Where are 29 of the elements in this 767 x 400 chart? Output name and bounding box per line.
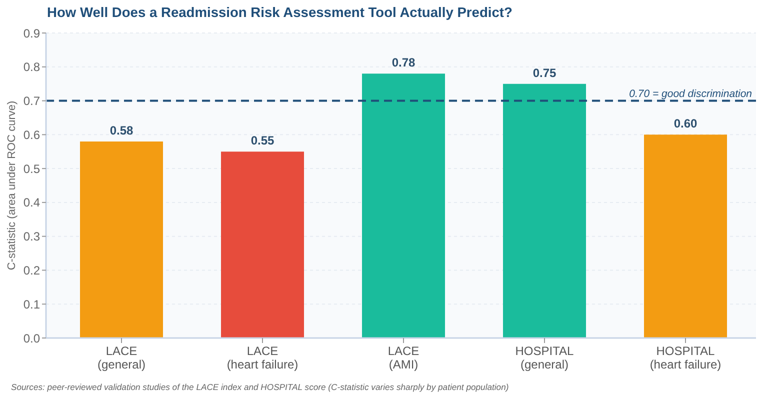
- bar: [221, 152, 304, 338]
- bar: [80, 141, 163, 338]
- chart-title: How Well Does a Readmission Risk Assessment Tool Actually Predict?: [47, 5, 512, 20]
- y-tick-label: 0.6: [23, 128, 40, 142]
- bar: [644, 134, 727, 338]
- x-tick-label: HOSPITAL (general): [515, 344, 574, 372]
- data-label: 0.78: [392, 56, 416, 70]
- y-tick-label: 0.4: [23, 196, 40, 210]
- x-tick-label: LACE (heart failure): [226, 344, 298, 372]
- data-label: 0.55: [250, 134, 274, 148]
- y-tick-label: 0.0: [23, 331, 40, 346]
- y-tick-label: 0.2: [23, 263, 40, 278]
- bar: [362, 74, 445, 338]
- x-tick-label: HOSPITAL (heart failure): [650, 344, 722, 372]
- bar: [503, 84, 586, 338]
- y-tick-label: 0.5: [23, 162, 40, 176]
- y-axis-title: C-statistic (area under ROC curve): [6, 100, 18, 270]
- source-note: Sources: peer-reviewed validation studies of the LACE index and HOSPITAL score (C-statistic varies sharply by patient population): [11, 382, 509, 392]
- data-label: 0.60: [674, 116, 698, 131]
- x-tick-label: LACE (general): [97, 344, 146, 372]
- data-label: 0.75: [532, 66, 556, 80]
- y-tick-label: 0.3: [23, 230, 40, 244]
- y-tick-label: 0.9: [23, 26, 40, 40]
- y-tick-label: 0.8: [23, 60, 40, 74]
- ref-line-label: 0.70 = good discrimination: [629, 88, 752, 100]
- data-label: 0.58: [110, 123, 134, 138]
- y-tick-label: 0.1: [23, 297, 40, 312]
- x-tick-label: LACE (AMI): [388, 344, 420, 372]
- y-tick-label: 0.7: [23, 94, 40, 108]
